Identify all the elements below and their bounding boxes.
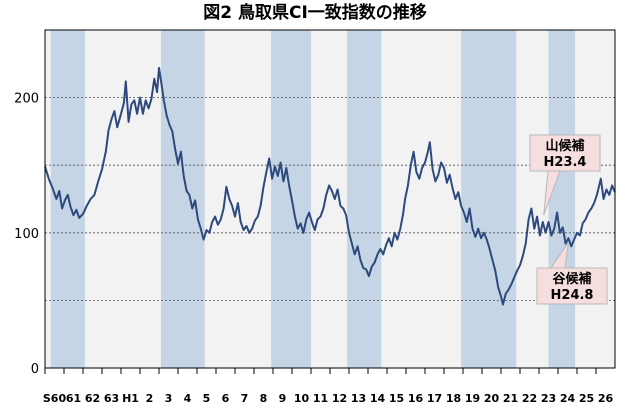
x-tick-label: 16 [408, 392, 424, 405]
x-tick-label: 24 [560, 392, 576, 405]
x-tick-label: 4 [184, 392, 192, 405]
y-tick-label: 200 [14, 92, 39, 107]
x-tick-label: 12 [332, 392, 347, 405]
x-tick-label: 7 [241, 392, 249, 405]
gridlines [45, 97, 615, 301]
x-tick-label: 9 [279, 392, 287, 405]
x-tick-label: 6 [222, 392, 230, 405]
x-tick-label: 2 [146, 392, 154, 405]
x-tick-label: 5 [203, 392, 211, 405]
y-tick-label: 100 [14, 227, 39, 242]
trough-callout-date: H24.8 [551, 288, 594, 303]
x-tick-label: 20 [484, 392, 500, 405]
x-tick-label: 17 [427, 392, 442, 405]
x-tick-label: 22 [522, 392, 537, 405]
recession-band-5 [548, 30, 576, 368]
plot-area [45, 30, 615, 368]
x-tick-label: 10 [294, 392, 310, 405]
x-tick-label: 13 [351, 392, 366, 405]
x-tick-label: 8 [260, 392, 268, 405]
chart-title: 図2 鳥取県CI一致指数の推移 [203, 2, 427, 23]
x-tick-label: 3 [165, 392, 173, 405]
x-tick-label: 15 [389, 392, 404, 405]
trough-callout-label: 谷候補 [552, 271, 591, 287]
x-tick-label: 61 [66, 392, 81, 405]
series-line-0 [44, 66, 616, 306]
x-tick-label: 23 [541, 392, 556, 405]
x-tick-label: 63 [104, 392, 119, 405]
y-axis-ticks: 0 100 200 [14, 92, 39, 377]
recession-band-4 [461, 30, 517, 368]
peak-callout-label: 山候補 [545, 138, 584, 154]
x-tick-label: 25 [579, 392, 594, 405]
peak-callout-box [529, 134, 601, 172]
x-tick-label: S60 [43, 392, 67, 405]
x-tick-label: H1 [122, 392, 139, 405]
x-tick-label: 11 [313, 392, 328, 405]
x-axis-ticks: S60 61 62 63 H1 2 3 4 5 6 7 8 9 10 11 12 13 14 15 16 17 18 19 2… [43, 368, 614, 405]
x-tick-label: 62 [85, 392, 100, 405]
x-tick-label: 21 [503, 392, 518, 405]
x-tick-label: 26 [598, 392, 614, 405]
recession-band-1 [160, 30, 205, 368]
recession-band-3 [347, 30, 382, 368]
x-tick-label: 14 [370, 392, 386, 405]
series-group [44, 66, 616, 306]
y-tick-label: 0 [31, 362, 39, 377]
recession-bands [50, 30, 576, 368]
x-tick-label: 19 [465, 392, 480, 405]
peak-callout-date: H23.4 [544, 155, 587, 170]
x-tick-label: 18 [446, 392, 461, 405]
trough-callout-box [536, 267, 608, 305]
